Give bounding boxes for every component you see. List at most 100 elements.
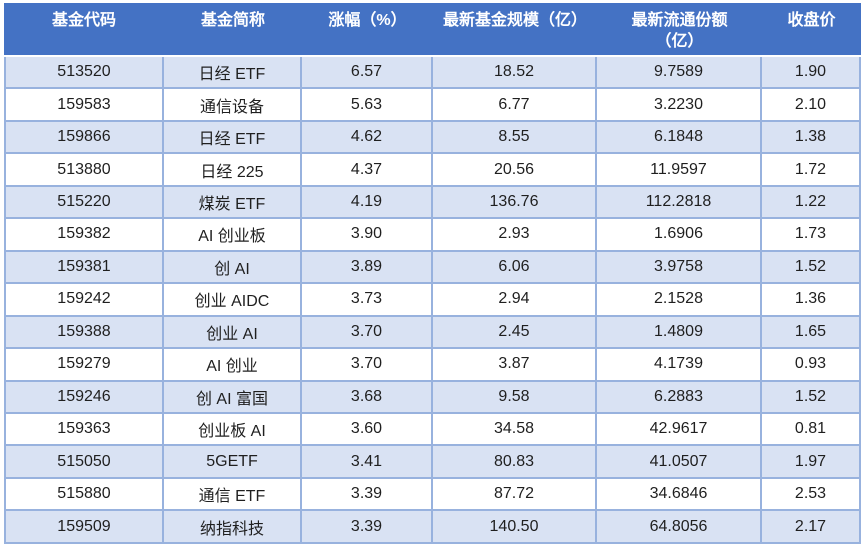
cell-fund-size: 34.58 [433, 413, 597, 447]
cell-fund-name: 5GETF [164, 446, 302, 479]
cell-fund-size: 8.55 [433, 121, 597, 155]
column-header-fund-name: 基金简称 [164, 3, 302, 57]
cell-fund-name: 日经 225 [164, 154, 302, 187]
cell-float-shares: 34.6846 [597, 478, 762, 512]
cell-fund-size: 87.72 [433, 478, 597, 512]
cell-fund-name: AI 创业 [164, 349, 302, 382]
cell-fund-code: 515220 [4, 186, 164, 220]
cell-float-shares: 42.9617 [597, 413, 762, 447]
table-header: 基金代码 基金简称 涨幅（%） 最新基金规模（亿） 最新流通份额 （亿） 收盘价 [4, 3, 861, 57]
cell-close-price: 1.72 [762, 154, 861, 187]
cell-change-pct: 3.70 [302, 349, 433, 382]
cell-float-shares: 41.0507 [597, 446, 762, 479]
column-header-change-pct: 涨幅（%） [302, 3, 433, 57]
cell-float-shares: 6.2883 [597, 381, 762, 414]
cell-fund-name: 创业 AI [164, 316, 302, 350]
table-row: 159363 创业板 AI 3.60 34.58 42.9617 0.81 [4, 413, 861, 447]
cell-float-shares: 2.1528 [597, 284, 762, 317]
cell-float-shares: 64.8056 [597, 511, 762, 544]
cell-fund-size: 9.58 [433, 381, 597, 414]
cell-fund-name: 日经 ETF [164, 121, 302, 155]
cell-fund-name: AI 创业板 [164, 219, 302, 252]
cell-close-price: 1.36 [762, 284, 861, 317]
cell-fund-code: 159246 [4, 381, 164, 414]
cell-close-price: 1.22 [762, 186, 861, 220]
table-row: 159242 创业 AIDC 3.73 2.94 2.1528 1.36 [4, 284, 861, 317]
cell-change-pct: 3.60 [302, 413, 433, 447]
cell-fund-name: 纳指科技 [164, 511, 302, 544]
cell-fund-size: 2.45 [433, 316, 597, 350]
cell-close-price: 1.90 [762, 57, 861, 90]
cell-close-price: 1.65 [762, 316, 861, 350]
cell-fund-code: 159382 [4, 219, 164, 252]
cell-float-shares: 9.7589 [597, 57, 762, 90]
cell-float-shares: 4.1739 [597, 349, 762, 382]
cell-fund-size: 80.83 [433, 446, 597, 479]
cell-fund-name: 创 AI 富国 [164, 381, 302, 414]
cell-close-price: 0.93 [762, 349, 861, 382]
cell-fund-code: 159363 [4, 413, 164, 447]
table-row: 513520 日经 ETF 6.57 18.52 9.7589 1.90 [4, 57, 861, 90]
cell-fund-code: 513880 [4, 154, 164, 187]
column-header-fund-size: 最新基金规模（亿） [433, 3, 597, 57]
column-header-float-shares: 最新流通份额 （亿） [597, 3, 762, 57]
cell-change-pct: 6.57 [302, 57, 433, 90]
table-row: 159381 创 AI 3.89 6.06 3.9758 1.52 [4, 251, 861, 285]
header-row: 基金代码 基金简称 涨幅（%） 最新基金规模（亿） 最新流通份额 （亿） 收盘价 [4, 3, 861, 57]
table-body: 513520 日经 ETF 6.57 18.52 9.7589 1.90 159583 通信设… [4, 57, 861, 544]
cell-close-price: 0.81 [762, 413, 861, 447]
cell-fund-size: 18.52 [433, 57, 597, 90]
cell-fund-name: 煤炭 ETF [164, 186, 302, 220]
cell-fund-name: 创业 AIDC [164, 284, 302, 317]
column-header-fund-code: 基金代码 [4, 3, 164, 57]
cell-fund-size: 6.77 [433, 89, 597, 122]
cell-change-pct: 3.73 [302, 284, 433, 317]
table-row: 515050 5GETF 3.41 80.83 41.0507 1.97 [4, 446, 861, 479]
cell-fund-name: 日经 ETF [164, 57, 302, 90]
cell-fund-size: 3.87 [433, 349, 597, 382]
cell-fund-size: 6.06 [433, 251, 597, 285]
cell-change-pct: 4.37 [302, 154, 433, 187]
cell-close-price: 1.52 [762, 251, 861, 285]
table-row: 515220 煤炭 ETF 4.19 136.76 112.2818 1.22 [4, 186, 861, 220]
column-header-close-price: 收盘价 [762, 3, 861, 57]
fund-table: 基金代码 基金简称 涨幅（%） 最新基金规模（亿） 最新流通份额 （亿） 收盘价 5135… [4, 3, 861, 544]
cell-fund-code: 515880 [4, 478, 164, 512]
cell-fund-size: 140.50 [433, 511, 597, 544]
cell-change-pct: 3.39 [302, 478, 433, 512]
cell-float-shares: 3.2230 [597, 89, 762, 122]
cell-close-price: 1.52 [762, 381, 861, 414]
cell-fund-code: 159388 [4, 316, 164, 350]
cell-change-pct: 3.39 [302, 511, 433, 544]
fund-table-container: 基金代码 基金简称 涨幅（%） 最新基金规模（亿） 最新流通份额 （亿） 收盘价 5135… [4, 3, 861, 544]
cell-fund-code: 159381 [4, 251, 164, 285]
cell-float-shares: 1.4809 [597, 316, 762, 350]
cell-float-shares: 11.9597 [597, 154, 762, 187]
cell-fund-code: 513520 [4, 57, 164, 90]
cell-float-shares: 112.2818 [597, 186, 762, 220]
cell-fund-size: 20.56 [433, 154, 597, 187]
cell-fund-size: 136.76 [433, 186, 597, 220]
cell-change-pct: 3.68 [302, 381, 433, 414]
table-row: 515880 通信 ETF 3.39 87.72 34.6846 2.53 [4, 478, 861, 512]
cell-change-pct: 3.41 [302, 446, 433, 479]
cell-fund-code: 159242 [4, 284, 164, 317]
cell-change-pct: 3.90 [302, 219, 433, 252]
cell-fund-name: 创业板 AI [164, 413, 302, 447]
cell-close-price: 2.53 [762, 478, 861, 512]
table-row: 159583 通信设备 5.63 6.77 3.2230 2.10 [4, 89, 861, 122]
cell-float-shares: 1.6906 [597, 219, 762, 252]
cell-close-price: 1.97 [762, 446, 861, 479]
table-row: 513880 日经 225 4.37 20.56 11.9597 1.72 [4, 154, 861, 187]
cell-close-price: 2.17 [762, 511, 861, 544]
cell-fund-code: 159583 [4, 89, 164, 122]
cell-fund-name: 通信设备 [164, 89, 302, 122]
cell-close-price: 1.38 [762, 121, 861, 155]
cell-change-pct: 3.89 [302, 251, 433, 285]
table-row: 159246 创 AI 富国 3.68 9.58 6.2883 1.52 [4, 381, 861, 414]
cell-fund-code: 159509 [4, 511, 164, 544]
cell-float-shares: 6.1848 [597, 121, 762, 155]
cell-close-price: 2.10 [762, 89, 861, 122]
table-row: 159279 AI 创业 3.70 3.87 4.1739 0.93 [4, 349, 861, 382]
